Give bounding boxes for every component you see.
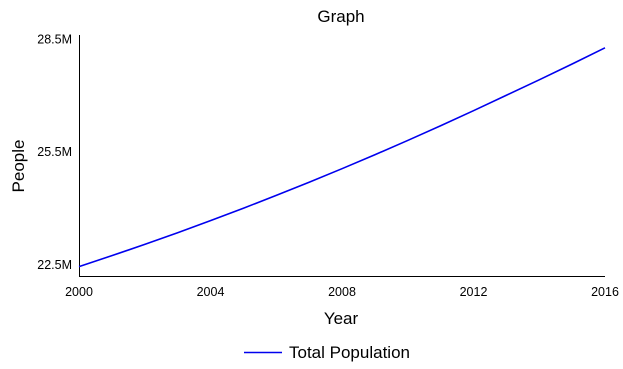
- y-tick-labels: 22.5M 25.5M 28.5M: [37, 32, 72, 272]
- y-tick-label: 22.5M: [37, 258, 72, 272]
- x-tick-label: 2004: [197, 285, 225, 299]
- legend: Total Population: [244, 343, 410, 362]
- x-tick-label: 2012: [460, 285, 488, 299]
- legend-label-total-population: Total Population: [289, 343, 410, 362]
- x-tick-label: 2008: [328, 285, 356, 299]
- y-axis-label: People: [9, 140, 28, 193]
- y-tick-label: 25.5M: [37, 145, 72, 159]
- chart-title: Graph: [317, 7, 364, 26]
- y-tick-label: 28.5M: [37, 32, 72, 46]
- x-axis-label: Year: [324, 309, 359, 328]
- x-tick-labels: 2000 2004 2008 2012 2016: [65, 285, 619, 299]
- x-tick-label: 2000: [65, 285, 93, 299]
- series-line-total-population: [78, 47, 606, 268]
- x-tick-label: 2016: [591, 285, 619, 299]
